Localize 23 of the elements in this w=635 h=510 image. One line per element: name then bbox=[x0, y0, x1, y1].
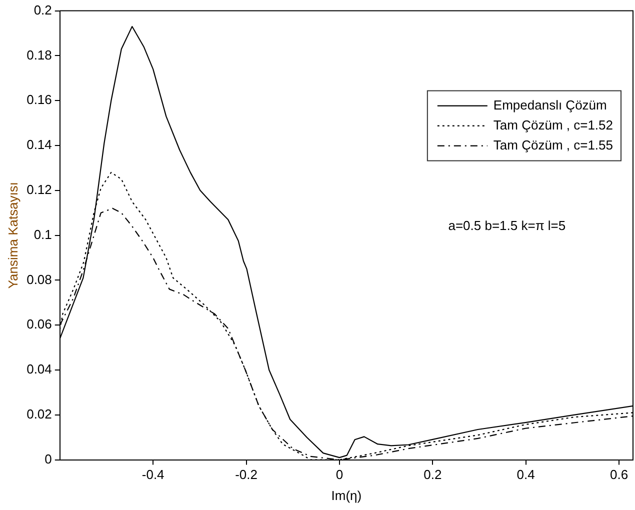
legend-label: Tam Çözüm , c=1.52 bbox=[493, 117, 613, 132]
y-tick-label: 0 bbox=[44, 451, 52, 466]
y-tick-label: 0.08 bbox=[26, 272, 52, 287]
x-tick-label: 0.6 bbox=[610, 467, 628, 482]
legend-label: Empedanslı Çözüm bbox=[493, 97, 607, 112]
y-tick-label: 0.14 bbox=[26, 137, 52, 152]
y-tick-label: 0.16 bbox=[26, 92, 52, 108]
x-axis-title: Im(η) bbox=[331, 488, 362, 503]
y-tick-label: 0.12 bbox=[26, 182, 52, 197]
legend-label: Tam Çözüm , c=1.55 bbox=[493, 137, 613, 152]
y-tick-label: 0.04 bbox=[26, 362, 52, 377]
y-tick-label: 0.1 bbox=[34, 226, 52, 242]
y-tick-label: 0.06 bbox=[26, 316, 52, 332]
y-tick-label: 0.18 bbox=[26, 47, 52, 62]
x-tick-label: 0 bbox=[336, 467, 344, 482]
x-tick-label: -0.4 bbox=[142, 467, 164, 482]
x-tick-label: 0.4 bbox=[516, 467, 535, 482]
x-tick-label: -0.2 bbox=[235, 467, 258, 482]
y-axis-title: Yansima Katsayısı bbox=[5, 182, 20, 289]
annotation: a=0.5 b=1.5 k=π l=5 bbox=[448, 218, 566, 233]
x-tick-label: 0.2 bbox=[424, 467, 442, 482]
y-tick-label: 0.2 bbox=[34, 2, 52, 18]
y-tick-label: 0.02 bbox=[26, 406, 52, 422]
